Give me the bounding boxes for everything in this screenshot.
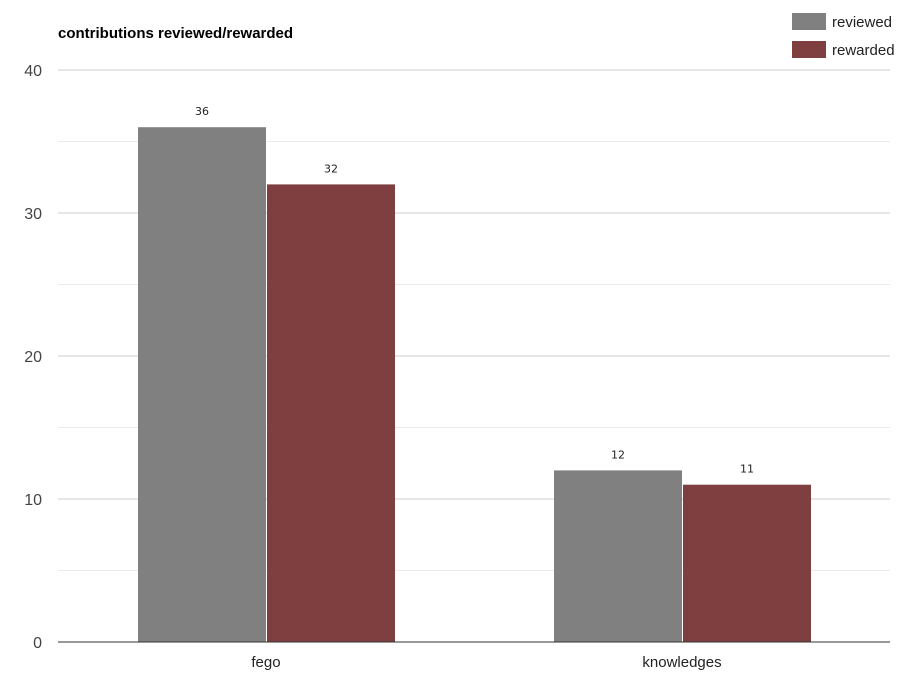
bar-reviewed-knowledges[interactable] [554,470,682,642]
y-tick-label: 30 [24,206,42,223]
data-label: 12 [611,448,625,461]
data-label: 36 [195,105,209,118]
legend: reviewed rewarded [792,13,895,59]
data-label: 11 [740,463,754,476]
bars [138,127,811,642]
legend-swatch [792,13,826,30]
chart-title: contributions reviewed/rewarded [58,25,293,42]
legend-label: reviewed [832,14,892,31]
y-tick-label: 0 [33,635,42,652]
x-tick-label: fego [251,654,280,671]
legend-item-rewarded[interactable]: rewarded [792,41,895,59]
legend-item-reviewed[interactable]: reviewed [792,13,892,31]
y-tick-label: 40 [24,63,42,80]
y-tick-label: 10 [24,492,42,509]
y-axis-tick-labels: 0 10 20 30 40 [24,63,42,652]
legend-swatch [792,41,826,58]
x-axis-tick-labels: fego knowledges [251,654,721,671]
bar-reviewed-fego[interactable] [138,127,266,642]
y-tick-label: 20 [24,349,42,366]
data-label: 32 [324,162,338,175]
bar-rewarded-fego[interactable] [267,184,395,642]
legend-label: rewarded [832,42,895,59]
data-labels: 36 32 12 11 [195,105,754,476]
bar-rewarded-knowledges[interactable] [683,484,811,642]
x-tick-label: knowledges [642,654,721,671]
